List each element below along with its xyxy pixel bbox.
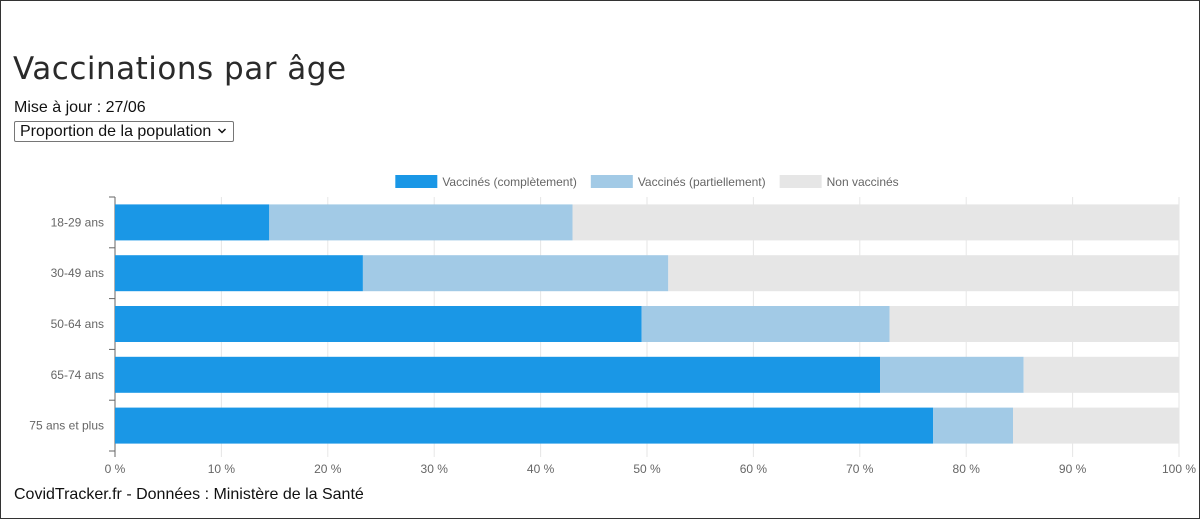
y-axis-labels: 18-29 ans 30-49 ans 50-64 ans 65-74 ans 75 a…: [29, 215, 104, 432]
legend-label[interactable]: Vaccinés (partiellement): [638, 175, 766, 189]
bar-segment[interactable]: [1023, 356, 1179, 393]
bar-segment[interactable]: [115, 204, 270, 241]
bar-segment[interactable]: [269, 204, 573, 241]
x-tick-label: 0 %: [105, 462, 126, 476]
x-tick-label: 90 %: [1059, 462, 1087, 476]
source-note: CovidTracker.fr - Données : Ministère de…: [14, 486, 364, 503]
bar-segment[interactable]: [1013, 407, 1179, 444]
bar-segment[interactable]: [641, 306, 890, 342]
bar-segment[interactable]: [933, 407, 1014, 444]
x-tick-label: 70 %: [846, 462, 874, 476]
bar-segment[interactable]: [362, 255, 669, 292]
x-tick-label: 60 %: [740, 462, 768, 476]
x-tick-label: 20 %: [314, 462, 342, 476]
y-category-label: 18-29 ans: [51, 215, 104, 229]
legend-swatch[interactable]: [590, 175, 633, 188]
bar-segment[interactable]: [889, 306, 1179, 342]
legend-label[interactable]: Non vaccinés: [827, 175, 899, 189]
x-tick-label: 100 %: [1162, 462, 1196, 476]
legend-label[interactable]: Vaccinés (complètement): [442, 175, 577, 189]
chart-legend: Vaccinés (complètement) Vaccinés (partiel…: [395, 175, 899, 189]
metric-select[interactable]: Proportion de la population: [14, 121, 235, 142]
y-category-label: 75 ans et plus: [29, 419, 104, 433]
bar-segment[interactable]: [880, 356, 1024, 393]
y-category-label: 50-64 ans: [51, 317, 104, 331]
chevron-down-icon: [218, 128, 227, 134]
chart-bars: [115, 204, 1179, 444]
legend-swatch[interactable]: [779, 175, 822, 188]
x-tick-label: 40 %: [527, 462, 555, 476]
bar-segment[interactable]: [115, 356, 881, 393]
legend-swatch[interactable]: [395, 175, 438, 188]
y-category-label: 30-49 ans: [51, 266, 104, 280]
x-tick-label: 50 %: [633, 462, 661, 476]
x-tick-label: 10 %: [208, 462, 236, 476]
x-tick-label: 30 %: [421, 462, 449, 476]
bar-segment[interactable]: [572, 204, 1179, 241]
page-title: Vaccinations par âge: [13, 51, 347, 87]
x-tick-label: 80 %: [953, 462, 981, 476]
y-category-label: 65-74 ans: [51, 368, 104, 382]
update-date: Mise à jour : 27/06: [14, 99, 146, 116]
bar-segment[interactable]: [115, 407, 934, 444]
metric-select-value: Proportion de la population: [20, 123, 212, 140]
x-axis-ticks: 0 % 10 % 20 % 30 % 40 % 50 % 60 % 70 % 80 % 90 % 1…: [105, 462, 1197, 476]
bar-segment[interactable]: [115, 255, 363, 292]
bar-segment[interactable]: [115, 306, 642, 342]
bar-segment[interactable]: [668, 255, 1179, 292]
